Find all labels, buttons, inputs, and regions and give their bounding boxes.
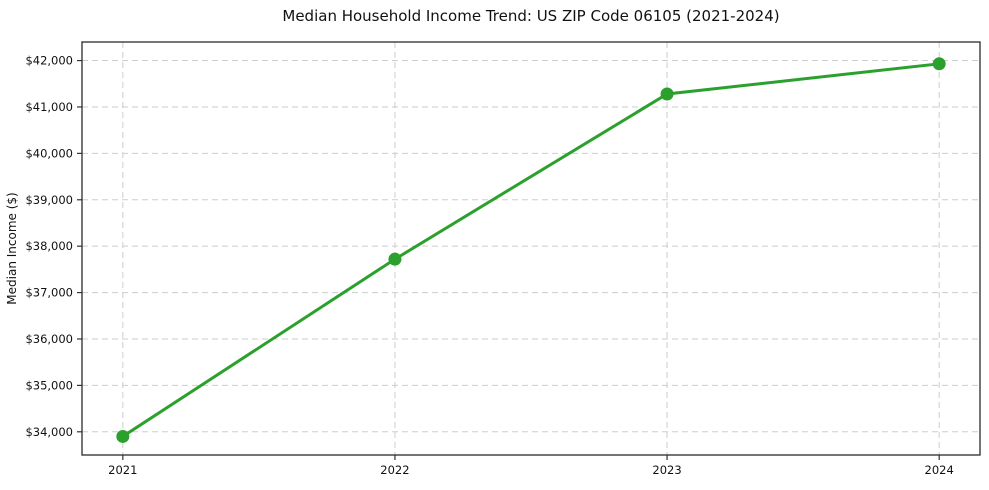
- x-tick-label: 2022: [380, 463, 409, 477]
- data-point-2022: [388, 252, 402, 266]
- data-point-2021: [116, 429, 130, 443]
- y-tick-label: $40,000: [25, 146, 73, 160]
- y-tick-label: $37,000: [25, 286, 73, 300]
- plot-frame: [81, 41, 981, 456]
- y-tick-label: $39,000: [25, 193, 73, 207]
- y-tick-label: $36,000: [25, 332, 73, 346]
- y-axis-label: Median Income ($): [5, 192, 19, 304]
- y-tick-label: $35,000: [25, 378, 73, 392]
- data-point-2024: [932, 57, 946, 71]
- trend-line: [121, 62, 941, 438]
- y-tick-label: $34,000: [25, 425, 73, 439]
- y-tick-label: $42,000: [25, 54, 73, 68]
- y-tick-label: $41,000: [25, 100, 73, 114]
- x-tick-label: 2024: [925, 463, 954, 477]
- x-tick-label: 2023: [652, 463, 681, 477]
- chart-title: Median Household Income Trend: US ZIP Co…: [282, 7, 779, 25]
- plot-area: $34,000 $35,000 $36,000 $37,000 $38,000 $39,0…: [25, 41, 981, 477]
- y-tick-label: $38,000: [25, 239, 73, 253]
- x-tick-label: 2021: [108, 463, 137, 477]
- data-point-2023: [660, 87, 674, 101]
